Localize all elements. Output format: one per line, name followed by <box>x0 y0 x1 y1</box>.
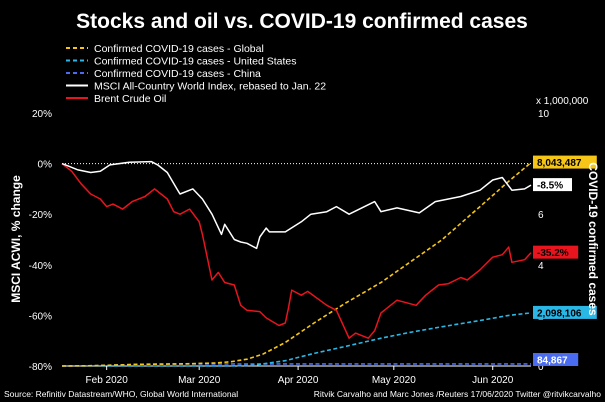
end-label-text: -35.2% <box>537 248 569 259</box>
y-axis-left: 20% 0% -20% -40% -60% -80% <box>29 109 52 373</box>
x-tick-label: Jun 2020 <box>472 375 514 386</box>
y-axis-left-title: MSCI ACWI, % change <box>9 175 23 303</box>
x-tick-label: Feb 2020 <box>86 375 129 386</box>
end-label: 2,098,106 <box>533 305 597 319</box>
legend: Confirmed COVID-19 cases - GlobalConfirm… <box>66 43 326 105</box>
x-tick-label: Mar 2020 <box>178 375 221 386</box>
legend-entry: Confirmed COVID-19 cases - United States <box>94 56 297 68</box>
y-left-tick-label: -80% <box>29 362 52 373</box>
chart-title: Stocks and oil vs. COVID-19 confirmed ca… <box>76 10 528 33</box>
series-line <box>61 161 532 367</box>
series-lines <box>61 160 532 367</box>
x-axis: Feb 2020 Mar 2020 Apr 2020 May 2020 Jun 2020 <box>62 365 531 386</box>
y-axis-right: 1086420 <box>538 109 550 373</box>
legend-entry: Confirmed COVID-19 cases - Global <box>94 43 264 55</box>
end-label-box <box>533 353 579 366</box>
series-line <box>62 312 532 367</box>
y-right-tick-label: 4 <box>538 261 544 272</box>
y-right-tick-label: 6 <box>538 210 544 221</box>
end-label: 84,867 <box>533 353 579 367</box>
y-left-tick-label: -40% <box>29 261 52 272</box>
y-left-tick-label: -20% <box>29 210 52 221</box>
x-tick-label: Apr 2020 <box>278 375 319 386</box>
end-label-text: 84,867 <box>537 356 568 367</box>
end-label-box <box>533 155 597 169</box>
x-tick-label: May 2020 <box>372 375 416 386</box>
legend-entry: MSCI All-Country World Index, rebased to… <box>94 81 326 93</box>
series-line <box>61 160 532 250</box>
end-labels: 8,043,487 2,098,106 84,867 -8.5% -35.2% <box>533 155 597 367</box>
end-label-text: -8.5% <box>537 181 563 192</box>
end-label: -35.2% <box>533 245 579 259</box>
y-axis-right-title: COVID-19 confirmed cases <box>586 162 600 316</box>
y-right-tick-label: 0 <box>538 362 544 373</box>
end-label-text: 2,098,106 <box>537 308 582 319</box>
credit-note: Ritvik Carvalho and Marc Jones /Reuters … <box>314 389 601 399</box>
legend-entry: Confirmed COVID-19 cases - China <box>94 68 261 80</box>
end-label-box <box>533 305 597 319</box>
end-label: -8.5% <box>533 178 572 192</box>
end-label-box <box>533 178 572 192</box>
end-label-text: 8,043,487 <box>537 158 582 169</box>
legend-entry: Brent Crude Oil <box>94 93 166 105</box>
right-axis-unit: x 1,000,000 <box>536 96 589 107</box>
y-left-tick-label: -60% <box>29 311 52 322</box>
y-left-tick-label: 20% <box>32 109 52 120</box>
source-note: Source: Refinitiv Datastream/WHO, Global… <box>4 389 238 399</box>
end-label: 8,043,487 <box>533 155 597 169</box>
series-line <box>61 163 532 339</box>
y-right-tick-label: 10 <box>538 109 550 120</box>
y-left-tick-label: 0% <box>38 160 53 171</box>
end-label-box <box>533 245 579 259</box>
